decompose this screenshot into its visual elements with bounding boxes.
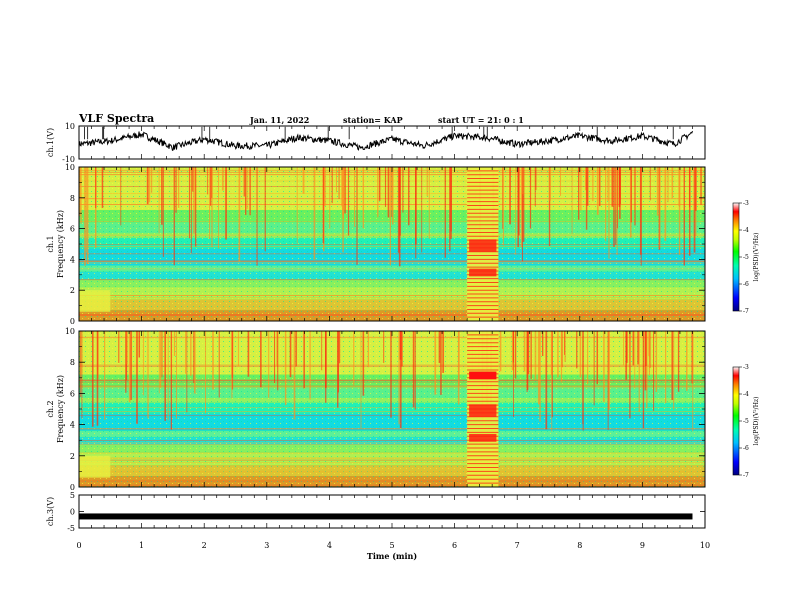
chart-title: VLF Spectra [79,112,155,125]
spectrogram-2-ytick-label: 0 [70,483,75,492]
colorbar-2-label: log(PSD)(V²/Hz) [753,397,760,446]
spectrogram-1 [79,166,705,321]
spectrogram-1-ytick-label: 8 [70,194,75,203]
chart-station: station= KAP [343,115,403,125]
waveform-1-ylabel: ch.1(V) [46,128,55,157]
colorbar-2-tick-label: -5 [743,418,749,425]
x-tick-label: 7 [515,541,520,550]
spectrogram-2-ytick-label: 4 [70,421,75,430]
colorbar-1-tick-label: -3 [743,200,749,207]
chart-date: Jan. 11, 2022 [250,115,310,125]
colorbar-1 [732,202,740,312]
colorbar-2-tick-label: -6 [743,445,749,452]
waveform-3-ytick-label: 5 [70,491,75,500]
colorbar-2 [732,366,740,476]
spectrogram-1-ytick-label: 4 [70,255,75,264]
spectrogram-2 [79,330,705,487]
waveform-1-ytick-label: -10 [62,155,75,164]
x-tick-label: 3 [264,541,269,550]
colorbar-2-tick-label: -4 [743,391,749,398]
ch1-trace [78,130,693,151]
x-axis-label: Time (min) [367,551,417,561]
colorbar-1-tick-label: -7 [743,308,749,315]
spectrogram-1-ylabel: ch.1Frequency (kHz) [46,210,65,278]
x-tick-label: 8 [577,541,582,550]
spectrogram-2-ytick-label: 8 [70,358,75,367]
colorbar-1-tick-label: -4 [743,227,749,234]
x-tick-label: 4 [327,541,332,550]
x-tick-label: 5 [389,541,394,550]
x-tick-label: 0 [76,541,81,550]
spectrogram-2-ytick-label: 2 [70,452,75,461]
waveform-3-ytick-label: 0 [70,508,75,517]
spectrogram-1-ytick-label: 0 [70,317,75,326]
waveform-1-ytick-label: 10 [65,122,75,131]
colorbar-2-tick-label: -7 [743,472,749,479]
x-tick-label: 9 [640,541,645,550]
x-tick-label: 2 [202,541,207,550]
ch3-trace [79,513,693,520]
spectrogram-2-ylabel: ch.2Frequency (kHz) [46,375,65,443]
waveform-3-ytick-label: -5 [67,524,75,533]
waveform-3-ylabel: ch.3(V) [46,497,55,526]
spectrogram-1-ytick-label: 10 [65,163,75,172]
spectrogram-1-ytick-label: 6 [70,225,75,234]
spectrogram-1-ytick-label: 2 [70,286,75,295]
x-tick-label: 6 [452,541,457,550]
colorbar-1-tick-label: -6 [743,281,749,288]
chart-start-time: start UT = 21: 0 : 1 [438,115,524,125]
spectrogram-2-ytick-label: 6 [70,389,75,398]
spectrogram-2-ytick-label: 10 [65,327,75,336]
x-tick-label: 10 [700,541,710,550]
x-tick-label: 1 [139,541,144,550]
colorbar-1-tick-label: -5 [743,254,749,261]
colorbar-1-label: log(PSD)(V²/Hz) [753,233,760,282]
colorbar-2-tick-label: -3 [743,364,749,371]
